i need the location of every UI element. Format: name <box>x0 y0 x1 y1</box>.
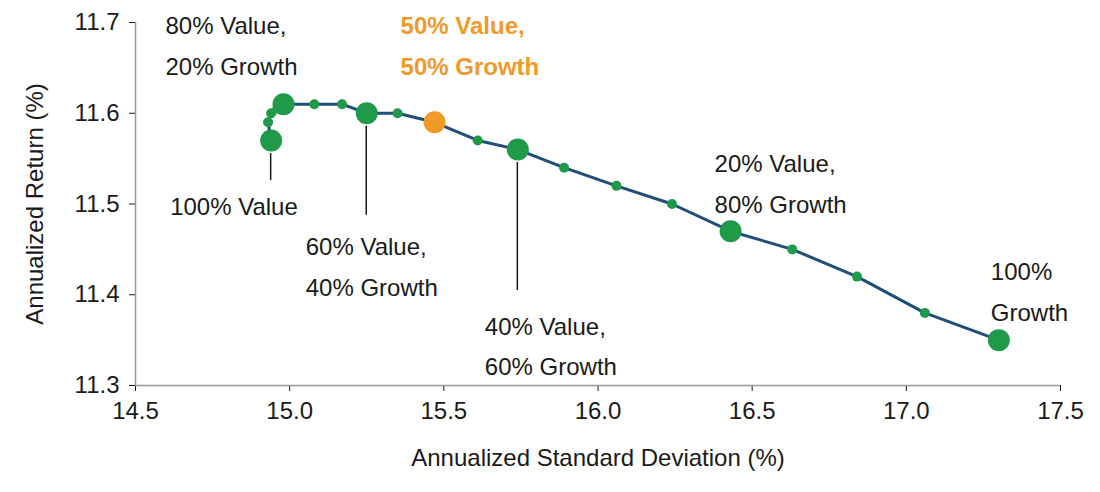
svg-text:80% Value,20% Growth: 80% Value,20% Growth <box>166 12 298 80</box>
svg-text:50% Value,50% Growth: 50% Value,50% Growth <box>401 12 540 80</box>
svg-text:11.6: 11.6 <box>75 99 120 126</box>
svg-text:16.5: 16.5 <box>729 397 776 424</box>
svg-text:14.5: 14.5 <box>112 397 159 424</box>
svg-text:40% Value,60% Growth: 40% Value,60% Growth <box>485 313 617 381</box>
svg-text:11.3: 11.3 <box>75 371 120 398</box>
svg-text:100%Growth: 100%Growth <box>991 258 1068 326</box>
svg-text:20% Value,80% Growth: 20% Value,80% Growth <box>715 150 847 218</box>
svg-text:15.5: 15.5 <box>420 397 467 424</box>
svg-text:100% Value: 100% Value <box>170 193 298 220</box>
svg-text:17.5: 17.5 <box>1037 397 1084 424</box>
svg-text:11.7: 11.7 <box>75 8 120 35</box>
svg-text:60% Value,40% Growth: 60% Value,40% Growth <box>306 233 438 301</box>
svg-text:Annualized Standard Deviation: Annualized Standard Deviation (%) <box>411 444 785 471</box>
svg-text:Annualized Return (%): Annualized Return (%) <box>21 83 48 324</box>
svg-text:15.0: 15.0 <box>266 397 313 424</box>
svg-text:11.5: 11.5 <box>75 190 120 217</box>
svg-text:17.0: 17.0 <box>883 397 930 424</box>
svg-text:16.0: 16.0 <box>575 397 622 424</box>
svg-text:11.4: 11.4 <box>75 280 120 307</box>
